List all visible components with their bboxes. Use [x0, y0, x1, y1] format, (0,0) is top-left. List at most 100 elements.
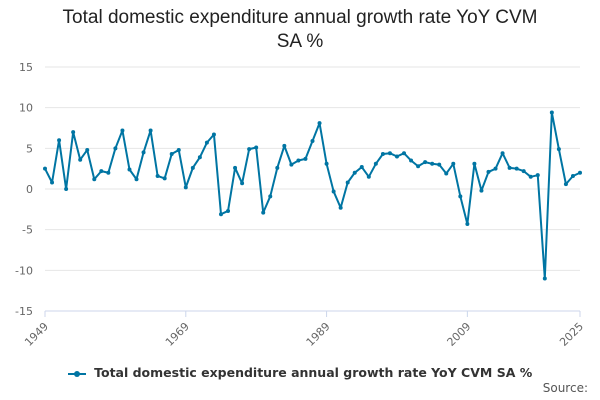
data-point[interactable] [563, 182, 568, 187]
data-point[interactable] [141, 150, 146, 155]
data-point[interactable] [197, 155, 202, 160]
data-point[interactable] [310, 139, 315, 144]
data-point[interactable] [556, 147, 561, 152]
data-point[interactable] [226, 208, 231, 213]
data-point[interactable] [296, 158, 301, 163]
y-tick-label: -15 [15, 305, 33, 318]
series-line [44, 111, 581, 280]
y-tick-label: 0 [26, 183, 33, 196]
data-point[interactable] [275, 165, 280, 170]
data-point[interactable] [134, 177, 139, 182]
data-point[interactable] [289, 162, 294, 167]
y-tick-label: 10 [19, 102, 33, 115]
data-point[interactable] [373, 161, 378, 166]
source-label: Source: [542, 381, 588, 395]
data-point[interactable] [486, 169, 491, 174]
data-point[interactable] [409, 158, 414, 163]
data-point[interactable] [233, 165, 238, 170]
data-point[interactable] [331, 189, 336, 194]
chart-title-line-1: Total domestic expenditure annual growth… [62, 7, 538, 28]
data-point[interactable] [71, 130, 76, 135]
data-point[interactable] [317, 121, 322, 126]
data-point[interactable] [162, 176, 167, 181]
data-point[interactable] [500, 151, 505, 156]
data-point[interactable] [106, 170, 111, 175]
data-point[interactable] [78, 157, 83, 162]
data-point[interactable] [268, 194, 273, 199]
data-point[interactable] [380, 152, 385, 157]
data-point[interactable] [430, 161, 435, 166]
chart-title-line-2: SA % [276, 31, 324, 52]
x-tick-label: 1949 [22, 320, 51, 349]
data-point[interactable] [423, 160, 428, 165]
data-point[interactable] [535, 173, 540, 178]
data-point[interactable] [303, 156, 308, 161]
x-tick-label: 1969 [163, 320, 192, 349]
data-point[interactable] [437, 162, 442, 167]
data-point[interactable] [514, 166, 519, 171]
data-point[interactable] [493, 166, 498, 171]
data-point[interactable] [549, 110, 554, 115]
data-point[interactable] [169, 152, 174, 157]
data-point[interactable] [521, 169, 526, 174]
x-tick-label: 2025 [557, 320, 586, 349]
data-point[interactable] [92, 177, 97, 182]
legend-swatch-icon [67, 369, 86, 379]
data-point[interactable] [64, 187, 69, 191]
gridlines [45, 66, 580, 312]
data-point[interactable] [148, 128, 153, 133]
data-point[interactable] [444, 171, 449, 176]
y-axis: 15 10 5 0 -5 -10 -15 [15, 61, 33, 318]
data-point[interactable] [359, 165, 364, 170]
data-point[interactable] [247, 147, 252, 152]
data-point[interactable] [127, 167, 132, 172]
data-point[interactable] [240, 181, 245, 186]
data-point[interactable] [451, 161, 456, 166]
data-point[interactable] [570, 173, 575, 178]
data-point[interactable] [261, 210, 266, 215]
legend[interactable]: Total domestic expenditure annual growth… [0, 365, 600, 380]
data-point[interactable] [345, 180, 350, 185]
data-point[interactable] [113, 146, 118, 151]
data-point[interactable] [366, 174, 371, 179]
data-point[interactable] [254, 145, 259, 150]
data-point[interactable] [416, 164, 421, 169]
y-tick-label: -10 [15, 264, 33, 277]
y-tick-label: 5 [26, 142, 33, 155]
data-point[interactable] [338, 205, 343, 210]
data-point[interactable] [465, 221, 470, 226]
data-point[interactable] [458, 194, 463, 199]
data-point[interactable] [387, 151, 392, 156]
data-point[interactable] [352, 170, 357, 175]
data-point[interactable] [190, 165, 195, 170]
data-point[interactable] [43, 166, 47, 171]
data-point[interactable] [528, 174, 533, 179]
legend-label: Total domestic expenditure annual growth… [94, 365, 533, 380]
data-point[interactable] [402, 151, 407, 156]
data-point[interactable] [120, 128, 125, 133]
data-point[interactable] [204, 140, 209, 145]
data-point[interactable] [99, 169, 104, 174]
data-point[interactable] [211, 132, 216, 137]
data-point[interactable] [394, 154, 399, 159]
data-point[interactable] [50, 180, 55, 185]
x-axis: 1949 1969 1989 2009 2025 [22, 310, 586, 349]
data-point[interactable] [183, 185, 188, 190]
series-group [43, 110, 582, 281]
data-point[interactable] [479, 188, 484, 193]
data-point[interactable] [578, 170, 582, 175]
data-point[interactable] [282, 143, 287, 148]
data-point[interactable] [85, 147, 90, 152]
data-point[interactable] [155, 173, 160, 178]
y-tick-label: -5 [22, 224, 33, 237]
y-tick-label: 15 [19, 61, 33, 74]
data-point[interactable] [542, 276, 547, 281]
data-point[interactable] [57, 138, 62, 143]
data-point[interactable] [472, 161, 477, 166]
data-point[interactable] [176, 147, 181, 152]
chart-title: Total domestic expenditure annual growth… [0, 6, 600, 54]
data-point[interactable] [324, 161, 329, 166]
data-point[interactable] [218, 212, 223, 217]
data-point[interactable] [507, 165, 512, 170]
